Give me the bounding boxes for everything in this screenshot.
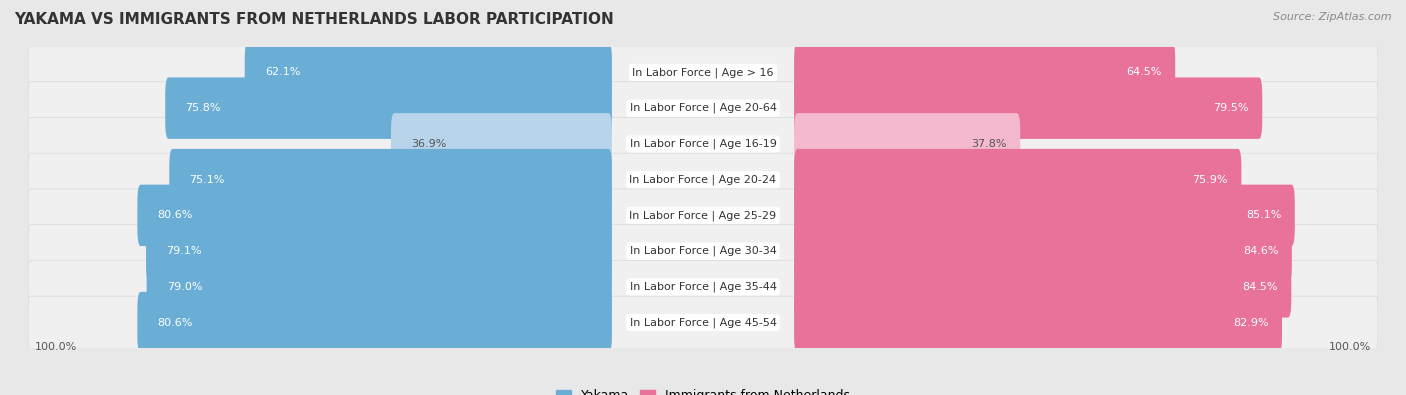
Text: 79.5%: 79.5% xyxy=(1213,103,1249,113)
Text: 75.9%: 75.9% xyxy=(1192,175,1227,184)
FancyBboxPatch shape xyxy=(28,296,1378,349)
FancyBboxPatch shape xyxy=(794,292,1282,353)
Text: 75.1%: 75.1% xyxy=(190,175,225,184)
FancyBboxPatch shape xyxy=(28,46,1378,99)
FancyBboxPatch shape xyxy=(794,256,1291,318)
Text: In Labor Force | Age 45-54: In Labor Force | Age 45-54 xyxy=(630,317,776,328)
Text: In Labor Force | Age 30-34: In Labor Force | Age 30-34 xyxy=(630,246,776,256)
FancyBboxPatch shape xyxy=(794,184,1295,246)
FancyBboxPatch shape xyxy=(28,260,1378,313)
FancyBboxPatch shape xyxy=(28,117,1378,170)
FancyBboxPatch shape xyxy=(794,113,1021,175)
FancyBboxPatch shape xyxy=(28,189,1378,242)
FancyBboxPatch shape xyxy=(794,42,1175,103)
FancyBboxPatch shape xyxy=(28,153,1378,206)
FancyBboxPatch shape xyxy=(146,256,612,318)
Text: 84.6%: 84.6% xyxy=(1243,246,1278,256)
Text: In Labor Force | Age 16-19: In Labor Force | Age 16-19 xyxy=(630,139,776,149)
Text: 84.5%: 84.5% xyxy=(1243,282,1278,292)
Text: 64.5%: 64.5% xyxy=(1126,68,1161,77)
Text: 80.6%: 80.6% xyxy=(157,318,193,327)
Text: 82.9%: 82.9% xyxy=(1233,318,1268,327)
Text: 75.8%: 75.8% xyxy=(186,103,221,113)
Text: Source: ZipAtlas.com: Source: ZipAtlas.com xyxy=(1274,12,1392,22)
Text: 79.0%: 79.0% xyxy=(167,282,202,292)
Text: YAKAMA VS IMMIGRANTS FROM NETHERLANDS LABOR PARTICIPATION: YAKAMA VS IMMIGRANTS FROM NETHERLANDS LA… xyxy=(14,12,614,27)
FancyBboxPatch shape xyxy=(794,220,1292,282)
Text: 85.1%: 85.1% xyxy=(1246,211,1281,220)
Text: In Labor Force | Age 20-64: In Labor Force | Age 20-64 xyxy=(630,103,776,113)
Text: 100.0%: 100.0% xyxy=(1329,342,1371,352)
FancyBboxPatch shape xyxy=(28,225,1378,278)
Legend: Yakama, Immigrants from Netherlands: Yakama, Immigrants from Netherlands xyxy=(551,384,855,395)
FancyBboxPatch shape xyxy=(165,77,612,139)
FancyBboxPatch shape xyxy=(794,77,1263,139)
FancyBboxPatch shape xyxy=(169,149,612,211)
FancyBboxPatch shape xyxy=(391,113,612,175)
Text: In Labor Force | Age 35-44: In Labor Force | Age 35-44 xyxy=(630,282,776,292)
FancyBboxPatch shape xyxy=(138,184,612,246)
Text: 37.8%: 37.8% xyxy=(972,139,1007,149)
FancyBboxPatch shape xyxy=(138,292,612,353)
FancyBboxPatch shape xyxy=(245,42,612,103)
Text: 100.0%: 100.0% xyxy=(35,342,77,352)
Text: 62.1%: 62.1% xyxy=(264,68,301,77)
Text: 36.9%: 36.9% xyxy=(411,139,447,149)
Text: In Labor Force | Age 20-24: In Labor Force | Age 20-24 xyxy=(630,174,776,185)
FancyBboxPatch shape xyxy=(28,82,1378,135)
FancyBboxPatch shape xyxy=(794,149,1241,211)
Text: 80.6%: 80.6% xyxy=(157,211,193,220)
FancyBboxPatch shape xyxy=(146,220,612,282)
Text: In Labor Force | Age > 16: In Labor Force | Age > 16 xyxy=(633,67,773,78)
Text: In Labor Force | Age 25-29: In Labor Force | Age 25-29 xyxy=(630,210,776,221)
Text: 79.1%: 79.1% xyxy=(166,246,202,256)
